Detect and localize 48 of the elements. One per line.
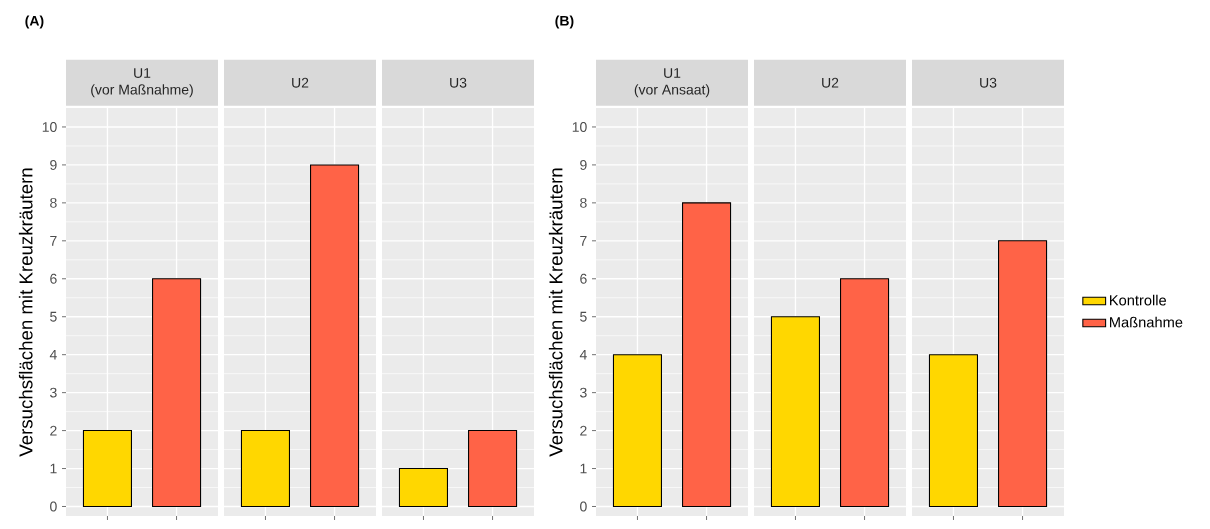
- text: (vor Ansaat): [634, 84, 710, 98]
- y-tick-label: 8: [50, 197, 57, 208]
- bar: [612, 354, 662, 507]
- y-tick-label: 10: [42, 121, 57, 132]
- y-tick-label: 3: [580, 387, 587, 398]
- bar: [928, 354, 978, 507]
- y-tick-label: 6: [50, 273, 57, 284]
- x-tick-label: U2: [822, 77, 839, 88]
- x-tick-label: U3: [980, 77, 997, 88]
- bar: [998, 240, 1048, 507]
- y-tick-label: 0: [580, 501, 587, 512]
- y-tick-label: 8: [580, 197, 587, 208]
- bar: [152, 278, 202, 507]
- bar: [310, 164, 360, 507]
- y-tick-label: 1: [580, 463, 587, 474]
- bar: [682, 202, 732, 507]
- y-tick-label: 5: [580, 311, 587, 322]
- y-tick-label: 9: [50, 159, 57, 170]
- bar: [770, 316, 820, 507]
- y-tick-label: 2: [50, 425, 57, 436]
- y-tick-label: 9: [580, 159, 587, 170]
- y-axis-title: Versuchsflächen mit Kreuzkräutern: [548, 168, 563, 457]
- x-tick-label: U3: [450, 77, 467, 88]
- text: (A): [25, 15, 44, 29]
- legend-label: Maßnahme: [1110, 316, 1183, 328]
- y-tick-label: 10: [572, 121, 587, 132]
- y-tick-label: 7: [580, 235, 587, 246]
- text: (vor Maßnahme): [91, 84, 193, 98]
- y-tick-label: 0: [50, 501, 57, 512]
- bar: [82, 429, 132, 507]
- y-tick-label: 3: [50, 387, 57, 398]
- y-tick-label: 1: [50, 463, 57, 474]
- y-tick-label: 4: [579, 349, 587, 360]
- y-tick-label: 4: [49, 349, 57, 360]
- y-tick-label: 5: [50, 311, 57, 322]
- y-tick-label: 7: [50, 235, 57, 246]
- legend-label: Kontrolle: [1110, 294, 1167, 306]
- y-tick-label: 6: [580, 273, 587, 284]
- x-tick-label: U2: [292, 77, 309, 88]
- x-tick-label: U1: [134, 68, 151, 78]
- y-tick-label: 2: [580, 425, 587, 436]
- bar: [840, 278, 890, 507]
- bar: [468, 429, 518, 507]
- bar: [240, 429, 290, 507]
- x-tick-label: U1: [664, 68, 681, 78]
- y-axis-title: Versuchsflächen mit Kreuzkräutern: [18, 168, 33, 457]
- text: (B): [555, 15, 574, 29]
- bar: [398, 467, 449, 507]
